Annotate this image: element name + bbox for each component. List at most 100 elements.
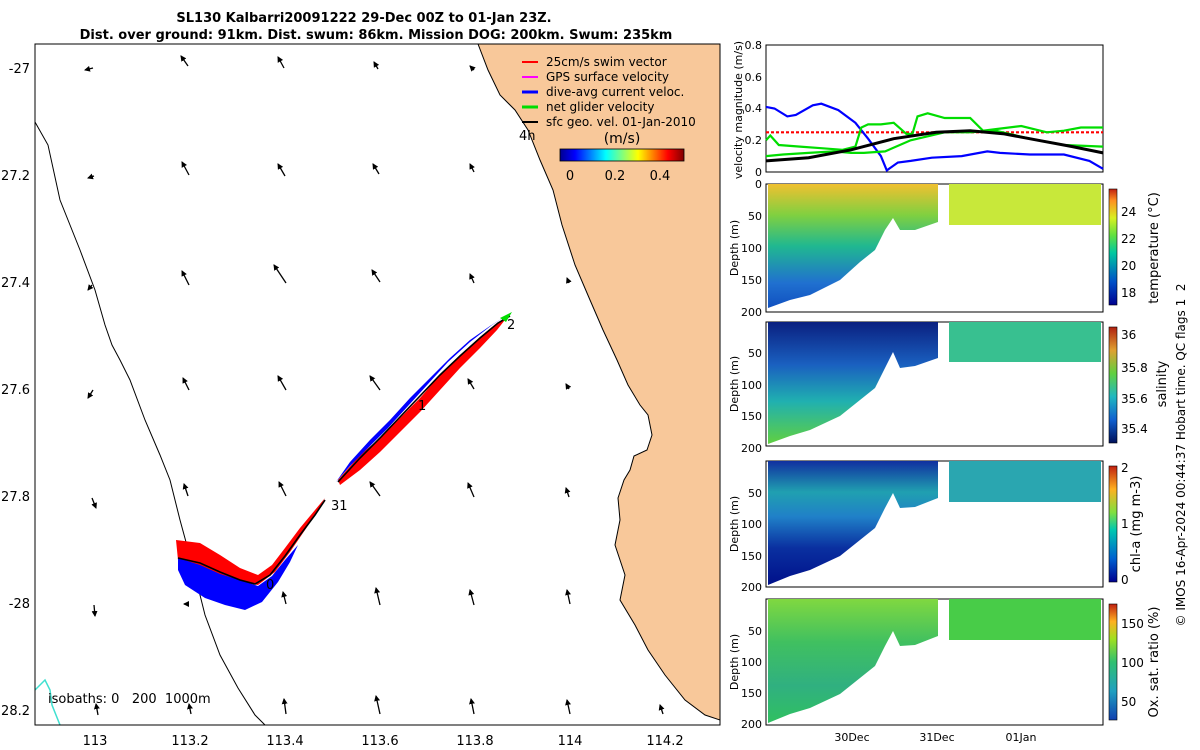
velocity-arrow [87, 389, 94, 399]
velocity-arrow [181, 270, 190, 286]
y-tick-label: 200 [741, 718, 762, 731]
velocity-arrow [277, 163, 286, 177]
temperature-section: 0 50 100 150 200 Depth (m) 18 20 22 24 t… [728, 178, 1162, 319]
velocity-arrow [281, 698, 288, 715]
salinity-section: 50 100 150 200 Depth (m) 35.4 35.6 35.8 … [728, 321, 1170, 455]
colorbar-tick: 1 [1121, 517, 1129, 531]
velocity-series-group [765, 102, 1104, 173]
y-tick-label: 150 [741, 550, 762, 563]
colorbar-tick: 36 [1121, 328, 1136, 342]
legend-label: sfc geo. vel. 01-Jan-2010 [546, 115, 696, 129]
section-data-right [949, 461, 1101, 502]
y-tick-label: 200 [741, 306, 762, 319]
colorbar-label: salinity [1155, 360, 1170, 407]
velocity-arrow-field [84, 55, 665, 716]
colorbar-tick: 35.4 [1121, 422, 1148, 436]
velocity-arrow [468, 589, 475, 606]
x-tick-label: 113 [83, 734, 108, 749]
colorbar [1108, 465, 1118, 583]
y-tick-label: 0.4 [745, 102, 763, 115]
legend-item-gps-velocity: GPS surface velocity [522, 70, 669, 84]
map-title-line2: Dist. over ground: 91km. Dist. swum: 86k… [80, 28, 673, 43]
y-tick-label: 200 [741, 442, 762, 455]
colorbar-gradient [559, 148, 685, 162]
legend-label: dive-avg current veloc. [546, 85, 684, 99]
y-tick-label: 200 [741, 581, 762, 594]
map-y-axis: -27 27.2 27.4 27.6 27.8 -28 28.2 [1, 62, 30, 719]
legend-label: 25cm/s swim vector [546, 55, 667, 69]
x-tick-label: 114.2 [646, 734, 683, 749]
colorbar-tick: 2 [1121, 461, 1129, 475]
velocity-arrow [565, 589, 571, 605]
legend-label: net glider velocity [546, 100, 654, 114]
y-tick-label: 150 [741, 274, 762, 287]
y-tick-label: 0.8 [745, 39, 763, 52]
velocity-arrow [565, 383, 572, 390]
y-tick-label: 0.6 [745, 71, 763, 84]
colorbar-tick: 18 [1121, 286, 1136, 300]
velocity-arrow [187, 703, 193, 715]
map-panel: SL130 Kalbarri20091222 29-Dec 00Z to 01-… [1, 11, 721, 749]
velocity-arrow [181, 161, 190, 176]
y-tick-label: 150 [741, 410, 762, 423]
chlorophyll-section: 50 100 150 200 Depth (m) 0 1 2 chl-a (mg… [728, 460, 1144, 594]
land-area [477, 44, 720, 721]
velocity-arrow [373, 61, 380, 70]
day-label: 0 [266, 578, 274, 593]
y-tick-label: 0.2 [745, 134, 763, 147]
velocity-arrow [278, 481, 287, 497]
colorbar-tick: 35.6 [1121, 392, 1148, 406]
swim-vector-band [338, 316, 508, 485]
colorbar-tick: 100 [1121, 656, 1144, 670]
velocity-arrow [467, 378, 475, 390]
velocity-series-line-4 [765, 129, 1104, 163]
velocity-arrow [467, 482, 475, 498]
velocity-arrow [182, 377, 190, 391]
y-tick-label: 0 [755, 178, 762, 191]
x-tick-label: 30Dec [834, 731, 869, 744]
section-data-left [768, 599, 938, 723]
velocity-axes-frame [765, 44, 1104, 173]
y-tick-label: 27.2 [1, 169, 30, 184]
section-data-left [768, 322, 938, 444]
velocity-arrow [182, 483, 189, 497]
legend-label: GPS surface velocity [546, 70, 669, 84]
y-axis-label: Depth (m) [728, 634, 741, 690]
colorbar [1108, 188, 1118, 306]
velocity-arrow [87, 173, 95, 180]
colorbar-tick: 150 [1121, 617, 1144, 631]
section-data-left [768, 461, 938, 585]
velocity-arrow [91, 604, 98, 617]
y-axis-label: Depth (m) [728, 496, 741, 552]
x-tick-label: 113.2 [171, 734, 208, 749]
map-axes-frame [34, 43, 721, 726]
colorbar-tick: 24 [1121, 205, 1136, 219]
isobaths-label: isobaths: 0 200 1000m [48, 692, 211, 707]
velocity-arrow [281, 591, 288, 605]
day-label: 31 [331, 499, 348, 514]
legend-item-swim-vector: 25cm/s swim vector [522, 55, 667, 69]
legend-item-sfc-geo-vel: sfc geo. vel. 01-Jan-2010 [522, 115, 696, 129]
velocity-arrow [374, 695, 381, 715]
velocity-arrow [369, 375, 381, 391]
y-tick-label: 50 [748, 487, 762, 500]
colorbar [1108, 326, 1118, 444]
y-tick-label: 27.8 [1, 490, 30, 505]
velocity-arrow [658, 704, 665, 715]
y-tick-label: 150 [741, 687, 762, 700]
section-data-right [949, 184, 1101, 225]
colorbar-label: (m/s) [604, 131, 641, 147]
velocity-arrow [469, 698, 475, 715]
map-colorbar: (m/s) 0 0.2 0.4 [559, 131, 685, 184]
y-tick-label: 100 [741, 242, 762, 255]
colorbar-tick: 50 [1121, 695, 1136, 709]
velocity-y-axis: 0 0.2 0.4 0.6 0.8 [745, 39, 763, 179]
velocity-series-line-1 [765, 102, 1104, 173]
velocity-arrow [374, 587, 381, 606]
velocity-arrow [372, 163, 380, 175]
legend-item-net-glider-velocity: net glider velocity [522, 100, 654, 114]
colorbar-label: temperature (°C) [1147, 192, 1162, 304]
swim-vector-band-west [176, 498, 325, 585]
section-data-left [768, 184, 938, 308]
